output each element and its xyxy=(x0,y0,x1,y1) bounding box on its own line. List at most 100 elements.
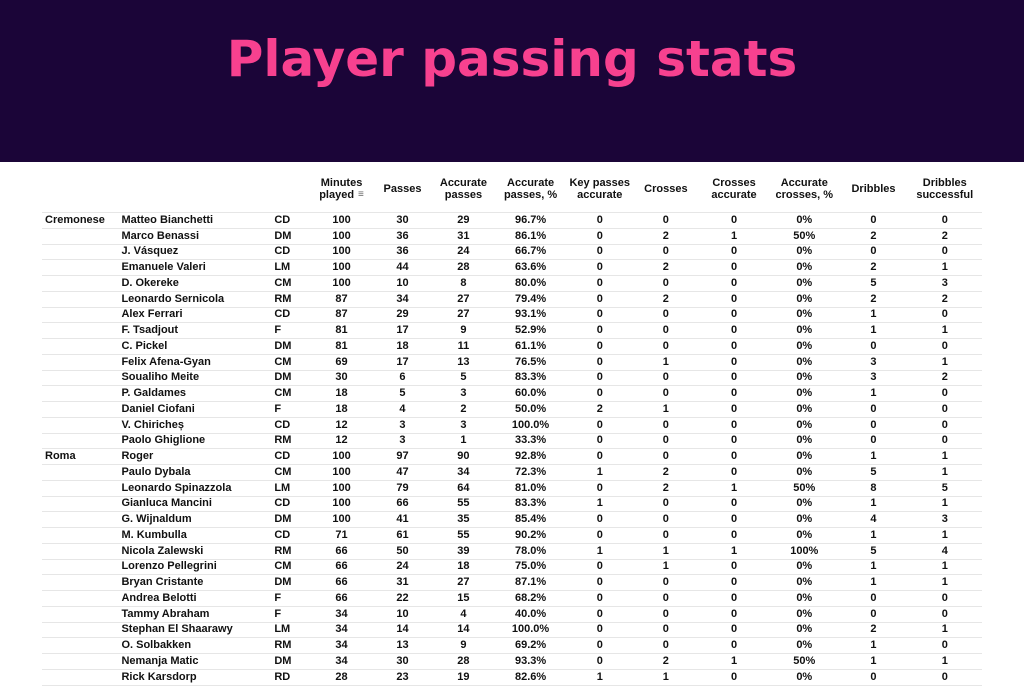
table-body: Cremonese Matteo Bianchetti CD 100 30 29 96.7%… xyxy=(42,212,982,686)
minutes-cell: 100 xyxy=(310,259,373,276)
player-name-cell: Andrea Belotti xyxy=(118,590,272,607)
dribbles-cell: 0 xyxy=(839,401,908,418)
minutes-cell: 100 xyxy=(310,511,373,528)
dribbles-successful-cell: 1 xyxy=(907,464,982,481)
crosses-accurate-cell: 0 xyxy=(698,637,770,654)
team-cell: Cremonese xyxy=(42,212,119,229)
accurate-passes-cell: 9 xyxy=(432,637,495,654)
sort-icon[interactable]: ≡ xyxy=(358,189,364,201)
dribbles-successful-cell: 1 xyxy=(907,558,982,575)
key-passes-cell: 0 xyxy=(566,322,633,339)
dribbles-cell: 0 xyxy=(839,338,908,355)
header-passes[interactable]: Passes xyxy=(372,166,433,213)
table-row: Alex Ferrari CD 87 29 27 93.1% 0 0 0 0% 1 0 xyxy=(42,306,982,323)
accurate-crosses-pct-cell: 100% xyxy=(769,542,840,559)
crosses-accurate-cell: 0 xyxy=(698,605,770,622)
crosses-accurate-cell: 0 xyxy=(698,495,770,512)
table-row: Bryan Cristante DM 66 31 27 87.1% 0 0 0 0% 1 1 xyxy=(42,574,982,591)
header-key-passes-accurate[interactable]: Key passes accurate xyxy=(566,166,633,213)
minutes-cell: 30 xyxy=(310,369,373,386)
accurate-crosses-pct-cell: 0% xyxy=(769,605,840,622)
accurate-passes-cell: 9 xyxy=(432,322,495,339)
minutes-cell: 100 xyxy=(310,479,373,496)
minutes-cell: 66 xyxy=(310,558,373,575)
key-passes-cell: 0 xyxy=(566,385,633,402)
accurate-passes-pct-cell: 87.1% xyxy=(494,574,567,591)
header-accurate-crosses-pct[interactable]: Accurate crosses, % xyxy=(769,166,840,213)
position-cell: RM xyxy=(271,290,311,307)
dribbles-cell: 2 xyxy=(839,259,908,276)
header-dribbles[interactable]: Dribbles xyxy=(839,166,908,213)
accurate-crosses-pct-cell: 0% xyxy=(769,464,840,481)
header-name-blank xyxy=(118,166,272,213)
title-banner: Player passing stats xyxy=(0,0,1024,162)
table-row: C. Pickel DM 81 18 11 61.1% 0 0 0 0% 0 0 xyxy=(42,338,982,355)
accurate-passes-cell: 64 xyxy=(432,479,495,496)
passes-cell: 30 xyxy=(372,212,433,229)
accurate-passes-pct-cell: 50.0% xyxy=(494,401,567,418)
accurate-passes-pct-cell: 83.3% xyxy=(494,495,567,512)
dribbles-cell: 3 xyxy=(839,369,908,386)
accurate-crosses-pct-cell: 0% xyxy=(769,432,840,449)
table-row: Nicola Zalewski RM 66 50 39 78.0% 1 1 1 100% 5 4 xyxy=(42,542,982,559)
accurate-passes-cell: 35 xyxy=(432,511,495,528)
accurate-passes-pct-cell: 93.1% xyxy=(494,306,567,323)
accurate-passes-cell: 39 xyxy=(432,542,495,559)
crosses-cell: 1 xyxy=(632,353,699,370)
position-cell: CM xyxy=(271,385,311,402)
passes-cell: 5 xyxy=(372,385,433,402)
key-passes-cell: 0 xyxy=(566,605,633,622)
header-crosses[interactable]: Crosses xyxy=(632,166,699,213)
position-cell: RM xyxy=(271,542,311,559)
dribbles-successful-cell: 1 xyxy=(907,621,982,638)
header-dribbles-successful[interactable]: Dribbles successful xyxy=(907,166,982,213)
position-cell: DM xyxy=(271,369,311,386)
accurate-crosses-pct-cell: 0% xyxy=(769,590,840,607)
minutes-cell: 34 xyxy=(310,605,373,622)
player-name-cell: Tammy Abraham xyxy=(118,605,272,622)
dribbles-cell: 5 xyxy=(839,542,908,559)
dribbles-successful-cell: 0 xyxy=(907,432,982,449)
dribbles-cell: 1 xyxy=(839,448,908,465)
crosses-accurate-cell: 0 xyxy=(698,322,770,339)
crosses-cell: 0 xyxy=(632,338,699,355)
minutes-cell: 28 xyxy=(310,668,373,686)
dribbles-cell: 0 xyxy=(839,590,908,607)
team-cell xyxy=(42,259,119,276)
dribbles-successful-cell: 1 xyxy=(907,322,982,339)
accurate-passes-cell: 55 xyxy=(432,527,495,544)
table-row: Paolo Ghiglione RM 12 3 1 33.3% 0 0 0 0% 0 0 xyxy=(42,432,982,449)
dribbles-successful-cell: 5 xyxy=(907,479,982,496)
header-crosses-accurate[interactable]: Crosses accurate xyxy=(698,166,770,213)
key-passes-cell: 0 xyxy=(566,558,633,575)
accurate-passes-pct-cell: 76.5% xyxy=(494,353,567,370)
team-cell xyxy=(42,369,119,386)
key-passes-cell: 0 xyxy=(566,416,633,433)
crosses-accurate-cell: 0 xyxy=(698,338,770,355)
minutes-cell: 81 xyxy=(310,322,373,339)
header-accurate-passes-pct[interactable]: Accurate passes, % xyxy=(494,166,567,213)
position-cell: CD xyxy=(271,306,311,323)
header-accurate-passes[interactable]: Accurate passes xyxy=(432,166,495,213)
team-cell xyxy=(42,605,119,622)
position-cell: F xyxy=(271,605,311,622)
key-passes-cell: 0 xyxy=(566,653,633,670)
accurate-passes-cell: 8 xyxy=(432,275,495,292)
position-cell: CM xyxy=(271,558,311,575)
accurate-passes-pct-cell: 69.2% xyxy=(494,637,567,654)
accurate-passes-pct-cell: 100.0% xyxy=(494,416,567,433)
dribbles-cell: 5 xyxy=(839,275,908,292)
accurate-passes-cell: 18 xyxy=(432,558,495,575)
table-row: Leonardo Spinazzola LM 100 79 64 81.0% 0 2 1 50% 8… xyxy=(42,479,982,496)
dribbles-cell: 0 xyxy=(839,605,908,622)
header-minutes-played[interactable]: Minutes played ≡ xyxy=(310,166,373,213)
player-name-cell: Gianluca Mancini xyxy=(118,495,272,512)
team-cell xyxy=(42,338,119,355)
team-cell xyxy=(42,590,119,607)
dribbles-successful-cell: 3 xyxy=(907,511,982,528)
player-name-cell: C. Pickel xyxy=(118,338,272,355)
player-name-cell: Matteo Bianchetti xyxy=(118,212,272,229)
minutes-cell: 34 xyxy=(310,621,373,638)
position-cell: LM xyxy=(271,259,311,276)
minutes-cell: 100 xyxy=(310,212,373,229)
